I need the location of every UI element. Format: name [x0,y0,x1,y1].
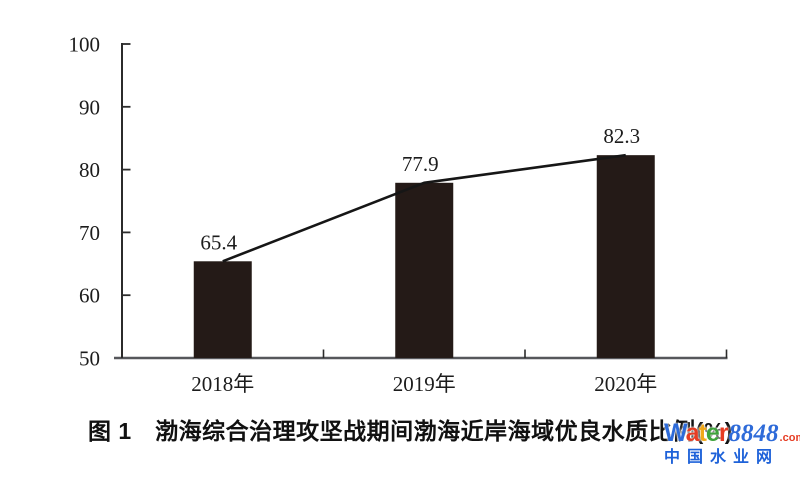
bar [596,155,655,358]
chart-svg: 50 60 70 80 90 100 65.4 2018年 77.9 2019年 82.3 2020年 [69,33,728,396]
y-tick-label: 70 [79,221,100,245]
watermark-letter: W [664,419,687,447]
x-category-label: 2018年 [191,372,254,396]
bar [395,182,454,358]
value-label: 77.9 [402,152,439,176]
watermark-letter: a [685,419,700,447]
value-label: 65.4 [200,230,237,254]
watermark-letter: e [705,419,720,447]
bar [193,261,252,358]
watermark-brand-number: 8848 [728,420,779,447]
y-tick-label: 50 [79,347,100,371]
watermark-brand-word: Water [664,419,729,447]
x-category-label: 2020年 [594,372,657,396]
y-tick-label: 90 [79,95,100,119]
watermark-subtitle: 中国水业网 [664,449,780,466]
value-label: 82.3 [603,124,640,148]
trend-line [222,153,626,263]
figure-caption: 图 1 渤海综合治理攻坚战期间渤海近岸海域优良水质比例(%) [88,418,733,444]
watermark-letter: t [698,419,707,447]
y-tick-label: 80 [79,158,100,182]
watermark-brand-tld: .com [779,432,800,444]
watermark-letter: r [718,419,729,447]
y-tick-label: 100 [69,33,101,57]
y-tick-label: 60 [79,284,100,308]
x-category-label: 2019年 [393,372,456,396]
